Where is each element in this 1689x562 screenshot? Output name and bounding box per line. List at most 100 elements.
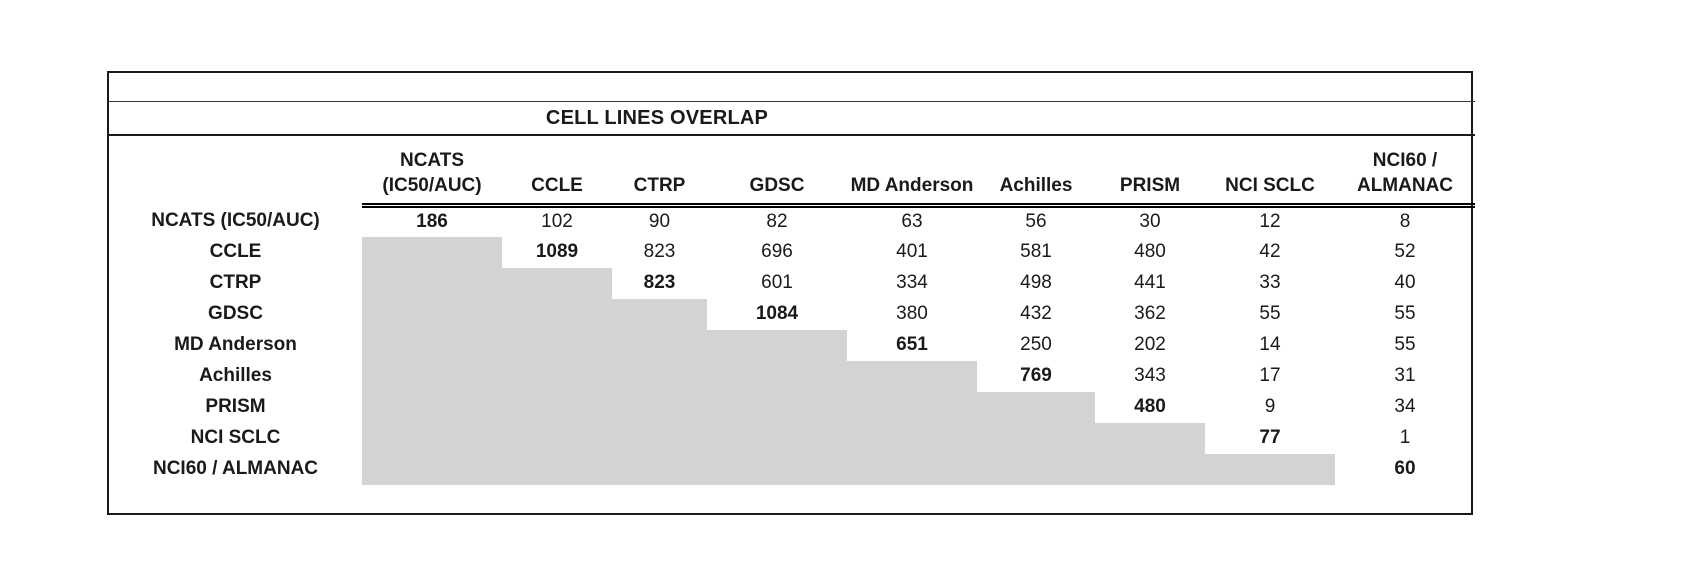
matrix-cell-diagonal: 1089 (535, 241, 579, 262)
matrix-cell-shaded (362, 267, 502, 299)
matrix-cell: 31 (1394, 365, 1416, 386)
empty-top-row (109, 73, 1475, 102)
matrix-cell: 401 (896, 241, 928, 262)
empty-bottom-row (109, 485, 1475, 521)
column-header-ctrp: CTRP (612, 135, 707, 208)
overlap-matrix: CELL LINES OVERLAP NCATS (IC50/AUC) CCLE C… (109, 73, 1475, 521)
matrix-cell: 55 (1394, 303, 1416, 324)
column-header-gdsc: GDSC (707, 135, 847, 208)
matrix-cell-diagonal: 651 (896, 334, 928, 355)
matrix-cell-shaded (502, 267, 612, 299)
table-row-achilles: Achilles 769 343 17 31 (109, 360, 1475, 392)
matrix-cell: 42 (1259, 241, 1281, 262)
matrix-cell-shaded (612, 360, 707, 392)
matrix-cell-shaded (977, 422, 1095, 454)
matrix-cell-shaded (707, 453, 847, 485)
matrix-cell-shaded (362, 329, 502, 361)
table-row-ccle: CCLE 1089 823 696 401 581 480 42 52 (109, 236, 1475, 268)
matrix-cell: 82 (766, 211, 788, 233)
table-row-nci-sclc: NCI SCLC 77 1 (109, 422, 1475, 454)
cell-lines-overlap-table: CELL LINES OVERLAP NCATS (IC50/AUC) CCLE C… (107, 71, 1475, 515)
matrix-cell: 480 (1134, 241, 1166, 262)
matrix-cell-shaded (1095, 422, 1205, 454)
matrix-cell: 90 (648, 211, 671, 233)
matrix-cell: 34 (1394, 396, 1416, 417)
table-row-ncats-ic50-auc: NCATS (IC50/AUC) 186 102 90 82 63 56 30 12 8 (109, 206, 1475, 237)
matrix-cell: 380 (896, 303, 928, 324)
matrix-cell-diagonal: 1084 (755, 303, 799, 324)
matrix-cell-shaded (707, 422, 847, 454)
column-header-ncats-ic50-auc: NCATS (IC50/AUC) (362, 135, 502, 208)
matrix-cell-shaded (977, 453, 1095, 485)
matrix-cell-shaded (362, 298, 502, 330)
matrix-cell: 17 (1259, 365, 1281, 386)
column-header-nci60-almanac: NCI60 / ALMANAC (1335, 135, 1475, 208)
matrix-cell: 55 (1259, 303, 1281, 324)
matrix-cell-shaded (847, 453, 977, 485)
title-row: CELL LINES OVERLAP (109, 101, 1475, 136)
matrix-cell: 250 (1020, 334, 1052, 355)
matrix-cell: 343 (1134, 365, 1166, 386)
row-label-nci60-almanac: NCI60 / ALMANAC (152, 458, 319, 479)
matrix-cell: 52 (1394, 241, 1416, 262)
matrix-cell-shaded (362, 422, 502, 454)
matrix-cell-shaded (1095, 453, 1205, 485)
table-row-gdsc: GDSC 1084 380 432 362 55 55 (109, 298, 1475, 330)
row-label-ccle: CCLE (209, 241, 262, 262)
column-header-row: NCATS (IC50/AUC) CCLE CTRP GDSC MD Anderson A… (109, 135, 1475, 208)
matrix-cell-diagonal: 60 (1394, 458, 1416, 479)
matrix-cell-shaded (847, 391, 977, 423)
row-label-ctrp: CTRP (209, 272, 262, 293)
matrix-cell-shaded (502, 391, 612, 423)
matrix-cell: 581 (1020, 241, 1052, 262)
empty-cell (109, 485, 1475, 521)
matrix-cell: 696 (761, 241, 793, 262)
matrix-cell-shaded (612, 329, 707, 361)
row-label-achilles: Achilles (199, 365, 272, 386)
matrix-cell-shaded (612, 453, 707, 485)
matrix-cell: 40 (1394, 272, 1416, 293)
matrix-cell-shaded (612, 422, 707, 454)
matrix-cell-shaded (612, 391, 707, 423)
matrix-cell-shaded (847, 360, 977, 392)
column-header-md-anderson: MD Anderson (847, 135, 977, 208)
matrix-cell-diagonal: 823 (643, 272, 676, 293)
matrix-cell: 56 (1025, 211, 1047, 233)
table-row-ctrp: CTRP 823 601 334 498 441 33 40 (109, 267, 1475, 299)
row-label-gdsc: GDSC (208, 303, 263, 324)
column-header-achilles: Achilles (977, 135, 1095, 208)
matrix-cell-shaded (707, 329, 847, 361)
row-label-ncats-ic50-auc: NCATS (IC50/AUC) (151, 210, 320, 231)
matrix-cell-shaded (1205, 453, 1335, 485)
matrix-cell: 432 (1020, 303, 1052, 324)
matrix-cell: 8 (1399, 211, 1411, 233)
row-label-md-anderson: MD Anderson (174, 334, 297, 355)
matrix-cell-diagonal: 480 (1134, 396, 1166, 417)
matrix-cell-shaded (362, 391, 502, 423)
matrix-cell-diagonal: 186 (416, 211, 448, 233)
matrix-cell: 63 (901, 211, 923, 233)
column-header-nci-sclc: NCI SCLC (1205, 135, 1335, 208)
table-row-prism: PRISM 480 9 34 (109, 391, 1475, 423)
table-row-nci60-almanac: NCI60 / ALMANAC 60 (109, 453, 1475, 485)
matrix-cell: 33 (1259, 272, 1281, 293)
matrix-cell-shaded (502, 329, 612, 361)
table-row-md-anderson: MD Anderson 651 250 202 14 55 (109, 329, 1475, 361)
column-header-ccle: CCLE (502, 135, 612, 208)
matrix-cell-shaded (707, 391, 847, 423)
matrix-cell: 30 (1139, 211, 1161, 233)
matrix-cell: 334 (896, 272, 928, 293)
matrix-cell-shaded (502, 453, 612, 485)
matrix-cell: 202 (1134, 334, 1166, 355)
matrix-cell-diagonal: 769 (1020, 365, 1052, 386)
matrix-cell: 9 (1264, 396, 1276, 417)
matrix-cell: 14 (1259, 334, 1281, 355)
matrix-cell: 12 (1259, 211, 1281, 233)
row-label-prism: PRISM (205, 396, 266, 417)
matrix-cell-shaded (502, 422, 612, 454)
matrix-cell: 601 (761, 272, 793, 293)
matrix-cell: 823 (643, 241, 676, 262)
matrix-cell-shaded (502, 360, 612, 392)
matrix-cell: 55 (1394, 334, 1416, 355)
